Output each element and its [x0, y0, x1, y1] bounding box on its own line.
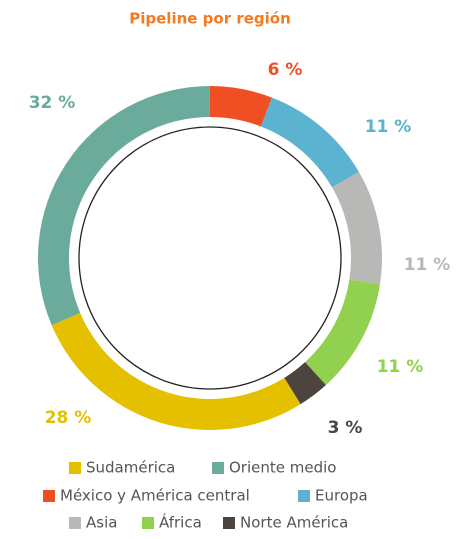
- donut-segment: [260, 97, 359, 188]
- legend-swatch: [212, 462, 224, 474]
- donut-segment: [305, 279, 380, 386]
- legend-swatch: [69, 517, 81, 529]
- donut-segment: [332, 171, 382, 285]
- donut-segment: [51, 313, 301, 430]
- data-label: 11 %: [404, 255, 451, 275]
- legend-label: México y América central: [60, 487, 250, 505]
- chart-title: Pipeline por región: [129, 10, 291, 28]
- legend-swatch: [223, 517, 235, 529]
- data-label: 32 %: [29, 93, 76, 113]
- legend-label: Norte América: [240, 514, 348, 532]
- legend-label: África: [159, 513, 202, 532]
- donut-segment: [284, 362, 326, 405]
- legend-label: Oriente medio: [229, 459, 336, 477]
- legend-swatch: [142, 517, 154, 529]
- inner-circle: [78, 126, 342, 390]
- legend-label: Europa: [315, 487, 368, 505]
- data-label: 28 %: [45, 408, 92, 428]
- legend-swatch: [69, 462, 81, 474]
- data-label: 11 %: [365, 117, 412, 137]
- donut-segment: [209, 85, 273, 127]
- data-label: 6 %: [268, 60, 303, 80]
- data-label: 3 %: [328, 418, 363, 438]
- donut-segment: [38, 86, 210, 326]
- legend-label: Asia: [86, 514, 117, 532]
- legend-swatch: [43, 490, 55, 502]
- legend-label: Sudamérica: [86, 459, 175, 477]
- data-label: 11 %: [377, 357, 424, 377]
- legend-swatch: [298, 490, 310, 502]
